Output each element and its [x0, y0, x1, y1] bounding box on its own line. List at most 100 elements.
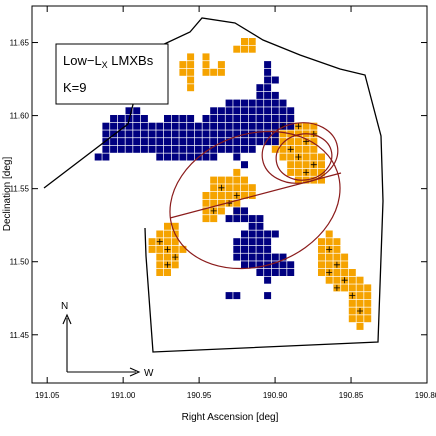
deficit-cell — [241, 122, 248, 130]
deficit-cell — [125, 107, 133, 115]
excess-cell — [287, 168, 295, 176]
x-axis-title: Right Ascension [deg] — [182, 412, 279, 423]
y-tick-label: 11.60 — [10, 112, 30, 121]
excess-cell — [302, 161, 310, 169]
excess-cell — [187, 53, 195, 61]
excess-cell — [364, 299, 372, 307]
deficit-cell — [187, 130, 195, 138]
deficit-cell — [133, 122, 141, 130]
significance-mark — [287, 146, 294, 153]
deficit-cell — [179, 130, 187, 138]
deficit-cell — [256, 99, 264, 107]
deficit-cell — [256, 222, 264, 230]
significance-mark — [326, 246, 333, 253]
deficit-cell — [225, 292, 233, 300]
deficit-cell — [217, 145, 225, 153]
excess-cell — [179, 61, 187, 69]
significance-mark — [333, 284, 340, 291]
deficit-cell — [241, 161, 248, 169]
legend-box: Low−LX LMXBs K=9 — [55, 43, 169, 105]
compass-north-arrowhead — [62, 313, 72, 325]
excess-cell — [356, 276, 364, 284]
deficit-cell — [233, 238, 241, 246]
significance-mark — [303, 169, 310, 176]
excess-cell — [148, 245, 156, 253]
deficit-cell — [133, 107, 141, 115]
excess-cell — [171, 245, 179, 253]
excess-cell — [348, 276, 356, 284]
excess-cell — [164, 269, 171, 276]
legend-line-2: K=9 — [63, 80, 87, 95]
excess-cell — [210, 68, 218, 76]
excess-cell — [294, 168, 302, 176]
deficit-cell — [287, 269, 295, 276]
x-tick-label: 190.90 — [263, 391, 288, 400]
deficit-cell — [187, 153, 195, 161]
deficit-cell — [241, 115, 248, 122]
deficit-cell — [217, 138, 225, 146]
excess-cell — [225, 184, 233, 192]
deficit-cell — [233, 107, 241, 115]
deficit-cell — [256, 122, 264, 130]
compass-rose — [62, 313, 141, 377]
significance-mark — [326, 269, 333, 276]
excess-cell — [171, 222, 179, 230]
deficit-cell — [248, 130, 256, 138]
deficit-cell — [125, 130, 133, 138]
deficit-cell — [217, 122, 225, 130]
excess-cell — [164, 238, 171, 246]
deficit-cell — [271, 138, 279, 146]
excess-cell — [202, 53, 210, 61]
deficit-cell — [233, 153, 241, 161]
excess-cell — [210, 176, 218, 184]
deficit-cell — [287, 107, 295, 115]
deficit-cell — [248, 138, 256, 146]
deficit-cell — [164, 115, 171, 122]
excess-cell — [287, 153, 295, 161]
deficit-cell — [202, 145, 210, 153]
deficit-cell — [256, 269, 264, 276]
excess-cell — [241, 45, 248, 53]
deficit-cell — [225, 130, 233, 138]
deficit-cell — [187, 145, 195, 153]
excess-cell — [202, 207, 210, 215]
deficit-cell — [287, 115, 295, 122]
excess-cell — [202, 199, 210, 207]
excess-cell — [341, 261, 349, 269]
deficit-cell — [248, 145, 256, 153]
excess-cell — [179, 245, 187, 253]
deficit-cell — [156, 153, 164, 161]
deficit-cell — [233, 207, 241, 215]
excess-cell — [302, 145, 310, 153]
excess-cell — [333, 253, 341, 261]
deficit-cell — [110, 138, 118, 146]
deficit-cell — [279, 99, 287, 107]
deficit-cell — [248, 122, 256, 130]
deficit-cell — [102, 145, 110, 153]
excess-cell — [294, 130, 302, 138]
deficit-cell — [241, 245, 248, 253]
deficit-cell — [241, 207, 248, 215]
plot-frame — [31, 5, 428, 384]
deficit-cell — [256, 91, 264, 99]
excess-cell — [325, 238, 333, 246]
deficit-cell — [210, 122, 218, 130]
deficit-cell — [187, 138, 195, 146]
excess-cell — [279, 153, 287, 161]
deficit-cell — [264, 122, 272, 130]
deficit-cell — [171, 122, 179, 130]
deficit-cell — [279, 115, 287, 122]
deficit-cell — [194, 138, 202, 146]
excess-cell — [156, 261, 164, 269]
deficit-cell — [140, 122, 148, 130]
deficit-cell — [217, 130, 225, 138]
compass-west-label: W — [144, 368, 154, 379]
deficit-cell — [264, 68, 272, 76]
significance-mark — [341, 277, 348, 284]
deficit-cell — [187, 122, 195, 130]
deficit-cell — [125, 122, 133, 130]
deficit-cell — [256, 261, 264, 269]
excess-cell — [341, 253, 349, 261]
deficit-cell — [256, 245, 264, 253]
deficit-cell — [156, 145, 164, 153]
